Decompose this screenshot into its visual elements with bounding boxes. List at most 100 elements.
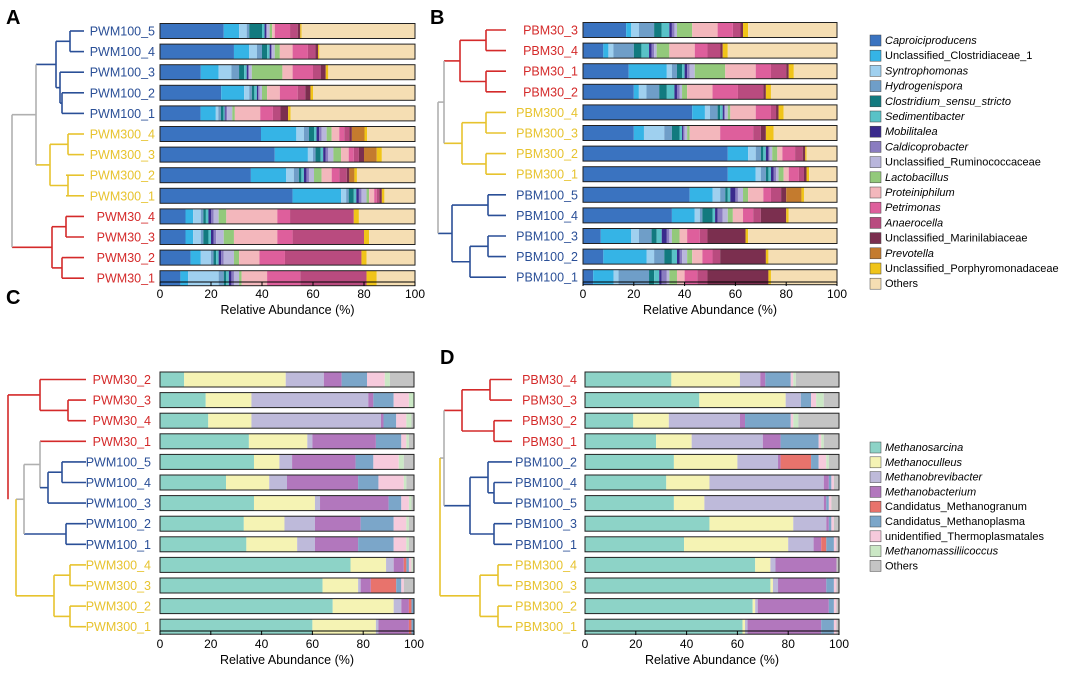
- bar-segment: [585, 557, 756, 573]
- bar-segment: [218, 250, 222, 266]
- bar-segment: [717, 104, 721, 120]
- bar-segment: [671, 63, 677, 79]
- x-tick-label: 40: [255, 287, 269, 301]
- bar-segment: [211, 229, 214, 245]
- bar-outline: [584, 577, 840, 594]
- sample-label: PWM100_5: [90, 25, 155, 39]
- stacked-bar: [159, 187, 416, 204]
- legend-swatch: [869, 247, 882, 260]
- bar-segment: [793, 413, 799, 429]
- bar-segment: [725, 187, 728, 203]
- bar-segment: [770, 187, 782, 203]
- legend-label: Syntrophomonas: [885, 65, 969, 77]
- bar-segment: [401, 578, 404, 593]
- bar-segment: [683, 125, 685, 141]
- bar-segment: [383, 413, 397, 429]
- bar-segment: [811, 454, 819, 470]
- bar-segment: [725, 104, 728, 120]
- bar-segment: [836, 578, 839, 593]
- bar-segment: [373, 392, 394, 408]
- bar-segment: [748, 187, 764, 203]
- bar-segment: [200, 250, 211, 266]
- bar-segment: [583, 63, 629, 79]
- bar-segment: [213, 229, 217, 245]
- sample-label: PBM300_3: [515, 579, 577, 593]
- sample-label: PWM300_3: [90, 148, 155, 162]
- bar-segment: [770, 166, 774, 182]
- bar-segment: [239, 23, 247, 39]
- bar-segment: [788, 63, 794, 79]
- stacked-bar: [159, 453, 415, 470]
- sample-label: PBM300_2: [516, 147, 578, 161]
- bar-segment: [583, 166, 728, 182]
- bar-segment: [676, 249, 680, 265]
- bar-segment: [246, 64, 248, 80]
- bar-segment: [765, 249, 769, 265]
- bar-segment: [649, 43, 652, 59]
- bar-segment: [355, 454, 374, 470]
- legend-label: Unclassified_Ruminococcaceae: [885, 157, 1041, 169]
- bar-segment: [786, 207, 789, 223]
- bar-segment: [786, 63, 789, 79]
- bar-segment: [346, 188, 349, 204]
- x-tick-label: 40: [678, 287, 692, 301]
- bar-segment: [585, 475, 667, 490]
- bar-segment: [631, 22, 639, 38]
- bar-segment: [795, 146, 803, 162]
- bar-segment: [267, 23, 270, 39]
- bar-segment: [583, 22, 627, 38]
- legend-swatch: [869, 141, 882, 153]
- bar-segment: [780, 454, 812, 470]
- x-tick-label: 0: [580, 287, 587, 301]
- sample-label: PBM100_4: [515, 476, 577, 490]
- bar-segment: [753, 207, 761, 223]
- bar-segment: [833, 475, 839, 490]
- legend-swatch: [869, 530, 882, 543]
- bar-segment: [380, 413, 384, 429]
- bar-segment: [243, 516, 285, 532]
- stacked-bar: [582, 248, 838, 265]
- bar-segment: [720, 125, 754, 141]
- bar-outline: [159, 392, 415, 409]
- panel-b: B PBM30_3 PBM30_4 PBM30_1 PBM30_2 PBM300_4 PBM…: [430, 7, 847, 317]
- bar-segment: [760, 166, 766, 182]
- bar-segment: [583, 43, 604, 59]
- legend-swatch: [869, 560, 882, 572]
- bar-segment: [689, 63, 695, 79]
- bar-segment: [358, 475, 379, 490]
- bar-segment: [239, 270, 242, 286]
- bar-outline: [582, 125, 838, 141]
- bar-segment: [828, 454, 839, 470]
- bar-segment: [373, 454, 399, 470]
- legend-swatch: [869, 125, 882, 138]
- bar-segment: [411, 413, 414, 429]
- sample-label: PBM30_3: [523, 24, 578, 38]
- bar-outline: [582, 22, 838, 38]
- bar-segment: [608, 43, 614, 59]
- bar-segment: [223, 250, 234, 266]
- bar-segment: [765, 372, 791, 387]
- bar-segment: [360, 516, 394, 532]
- bar-segment: [765, 146, 769, 162]
- x-tick-label: 20: [629, 637, 643, 651]
- bar-segment: [297, 23, 301, 39]
- bar-segment: [401, 433, 407, 449]
- bar-segment: [356, 167, 415, 183]
- bar-segment: [406, 516, 409, 532]
- bar-segment: [216, 229, 224, 245]
- sample-label: PBM30_4: [523, 44, 578, 58]
- bar-segment: [208, 229, 211, 245]
- bar-segment: [224, 105, 226, 121]
- bar-segment: [583, 84, 634, 100]
- bar-segment: [301, 167, 304, 183]
- bar-segment: [234, 105, 261, 121]
- bar-outline: [159, 495, 415, 512]
- bar-segment: [218, 270, 224, 286]
- bar-segment: [823, 392, 839, 408]
- bar-segment: [798, 166, 804, 182]
- sample-label: PBM30_2: [522, 414, 577, 428]
- bar-segment: [269, 23, 273, 39]
- bar-segment: [664, 249, 672, 265]
- bar-segment: [358, 147, 364, 163]
- legend-swatch: [869, 277, 882, 290]
